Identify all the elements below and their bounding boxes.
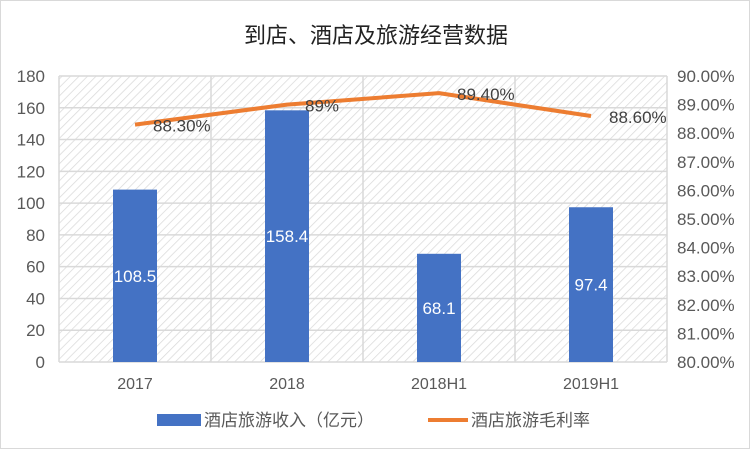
chart-title: 到店、酒店及旅游经营数据 — [244, 23, 508, 48]
line-data-label: 88.60% — [609, 108, 667, 127]
right-tick-label: 83.00% — [677, 267, 735, 286]
right-tick-label: 82.00% — [677, 296, 735, 315]
bar — [265, 110, 309, 362]
bar — [417, 253, 461, 362]
right-tick-label: 89.00% — [677, 96, 735, 115]
left-tick-label: 20 — [26, 321, 45, 340]
left-tick-label: 60 — [26, 258, 45, 277]
left-tick-label: 0 — [36, 353, 45, 372]
right-tick-label: 86.00% — [677, 181, 735, 200]
right-tick-label: 84.00% — [677, 239, 735, 258]
bar-data-label: 97.4 — [574, 276, 607, 295]
line-data-label: 89.40% — [457, 85, 515, 104]
right-tick-label: 88.00% — [677, 124, 735, 143]
legend-bar-swatch — [157, 414, 201, 426]
left-tick-label: 80 — [26, 226, 45, 245]
left-tick-label: 180 — [17, 67, 45, 86]
right-tick-label: 90.00% — [677, 67, 735, 86]
line-series — [134, 91, 592, 127]
x-tick-label: 2018 — [269, 376, 305, 393]
x-tick-label: 2019H1 — [563, 376, 619, 393]
bar-data-label: 108.5 — [114, 267, 157, 286]
bar-data-label: 158.4 — [266, 227, 309, 246]
left-tick-label: 100 — [17, 194, 45, 213]
bar-data-label: 68.1 — [422, 299, 455, 318]
legend-line-label: 酒店旅游毛利率 — [471, 411, 590, 430]
left-tick-label: 40 — [26, 289, 45, 308]
bar — [569, 207, 613, 362]
left-tick-label: 120 — [17, 162, 45, 181]
right-tick-label: 87.00% — [677, 153, 735, 172]
right-tick-label: 81.00% — [677, 324, 735, 343]
line-data-label: 88.30% — [153, 117, 211, 136]
x-tick-label: 2018H1 — [411, 376, 467, 393]
bar — [113, 189, 157, 362]
line-data-label: 89% — [305, 97, 339, 116]
legend-bar-label: 酒店旅游收入（亿元） — [204, 411, 374, 430]
left-tick-label: 160 — [17, 99, 45, 118]
x-tick-label: 2017 — [117, 376, 153, 393]
left-tick-label: 140 — [17, 131, 45, 150]
right-tick-label: 80.00% — [677, 353, 735, 372]
right-tick-label: 85.00% — [677, 210, 735, 229]
